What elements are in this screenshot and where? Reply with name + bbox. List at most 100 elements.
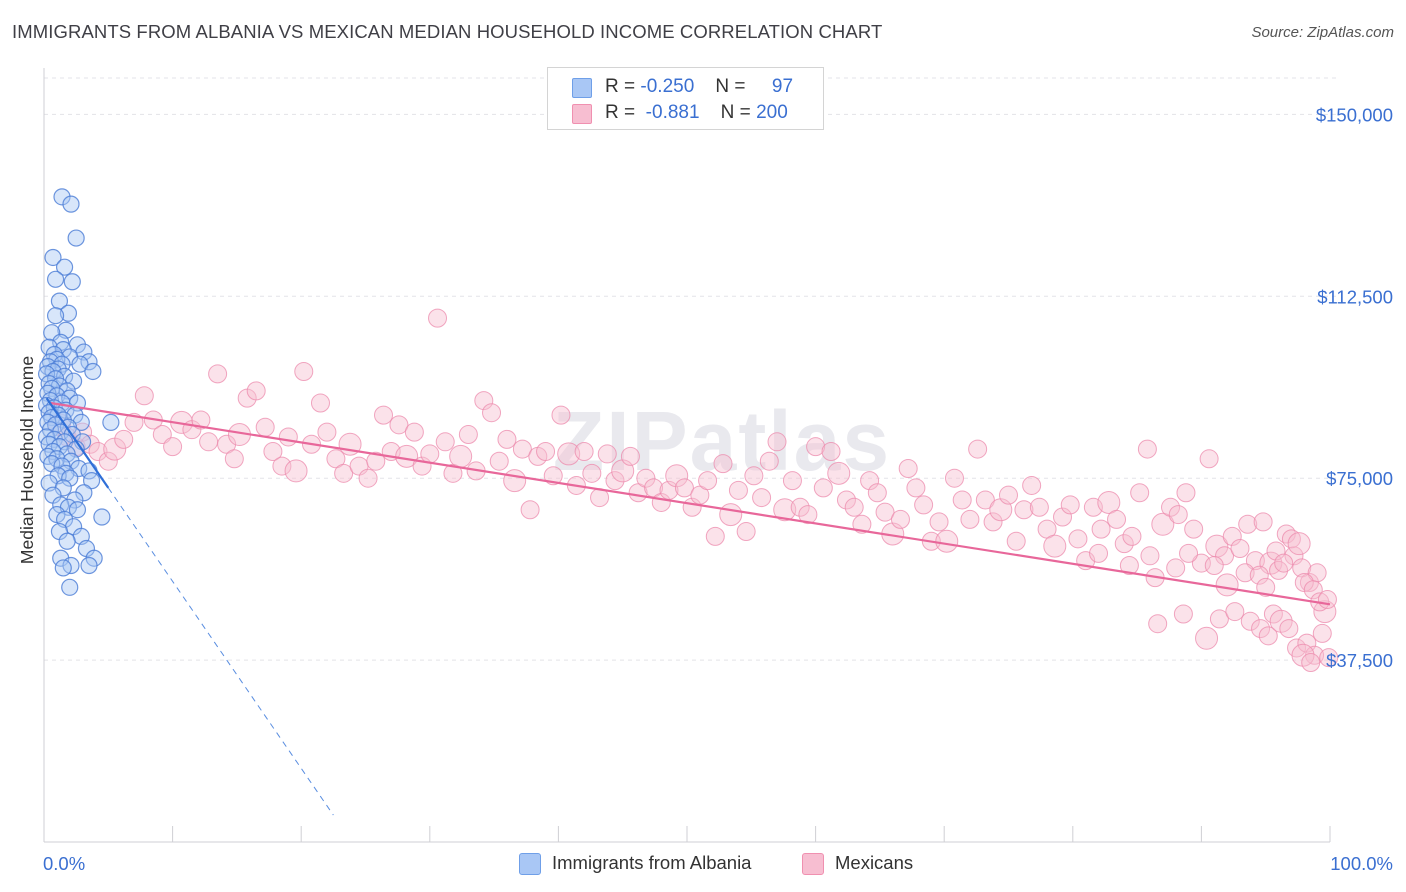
mexicans-point [1238,514,1258,534]
axes [43,68,1331,843]
mexicans-point [1258,626,1278,646]
mexicans-point [1235,563,1255,583]
mexicans-point [1029,497,1049,517]
mexicans-point [497,429,517,449]
albania-legend-swatch [519,853,541,875]
albania-r-value: -0.250 [640,76,695,97]
mexicans-point [551,405,571,425]
albania-point [72,413,90,432]
mexicans-point [366,451,386,471]
albania-legend-label: Immigrants from Albania [552,852,752,873]
mexicans-point [489,451,509,471]
albania-point [82,472,101,490]
mexicans-point [263,442,283,462]
tick-labels: $37,500 $75,000 $112,500 $150,000 0.0% 100.0%… [17,104,1393,874]
mexicans-point [1303,580,1323,600]
mexicans-point [952,490,972,510]
mexicans-swatch [572,104,592,124]
mexicans-point [898,458,918,478]
mexicans-point [736,522,756,542]
mexicans-point [713,454,733,474]
mexicans-point [326,449,346,469]
mexicans-point [224,449,244,469]
y-tick-label: $112,500 [1317,286,1393,307]
mexicans-point [317,422,337,442]
mexicans-n-value: 200 [756,102,788,123]
mexicans-point [435,432,455,452]
mexicans-trend-line [50,401,1331,606]
mexicans-point [574,442,594,462]
mexicans-point [1122,526,1142,546]
mexicans-point [1161,497,1181,517]
mexicans-point [605,471,625,491]
mexicans-point [1281,529,1301,549]
mexicans-point [773,498,797,522]
r-label: R = [605,76,636,97]
mexicans-point [374,405,394,425]
mexicans-point [482,403,502,423]
albania-point [102,413,120,432]
mexicans-point [1319,648,1339,668]
chart-title: IMMIGRANTS FROM ALBANIA VS MEXICAN MEDIA… [12,21,883,42]
mexicans-point [914,495,934,515]
mexicans-point [543,466,563,486]
albania-n-value: 97 [771,76,794,97]
mexicans-point [767,432,787,452]
mexicans-point [294,361,314,381]
albania-trend-extension [107,487,334,816]
mexicans-point [1053,507,1073,527]
mexicans-point [1184,519,1204,539]
mexicans-point [975,490,995,510]
albania-point [53,188,71,206]
albania-point [63,273,81,291]
albania-point [44,248,62,267]
mexicans-point [744,466,764,486]
mexicans-point [152,425,172,445]
mexicans-point [272,456,292,476]
albania-point [61,469,79,487]
mexicans-point [968,439,988,459]
mexicans-point [1107,509,1127,529]
mexicans-point [999,485,1018,505]
mexicans-point [458,425,478,445]
n-label: N = [715,76,746,97]
mexicans-point [217,434,237,454]
mexicans-point [512,439,532,459]
y-tick-label: $75,000 [1326,468,1393,489]
mexicans-point [1089,543,1109,563]
mexicans-point [428,308,448,328]
mexicans-point [852,514,872,534]
albania-point [39,358,57,376]
mexicans-point [474,391,494,411]
mexicans-point [844,497,864,517]
mexicans-point [1313,600,1337,624]
mexicans-point [1301,653,1321,673]
albania-points [37,188,120,596]
mexicans-point [503,469,527,493]
mexicans-point [1274,553,1294,573]
mexicans-point [698,471,718,491]
albania-point [46,270,65,288]
albania-point [58,532,76,550]
n-label: N = [720,102,751,123]
mexicans-point [759,451,779,471]
mexicans-point [1199,449,1219,469]
mexicans-point [620,446,640,466]
mexicans-point [1173,604,1193,624]
mexicans-point [1119,556,1139,576]
mexicans-point [782,471,802,491]
mexicans-point [1097,490,1121,514]
mexicans-point [860,471,880,491]
mexicans-point [1068,529,1088,549]
mexicans-point [1253,512,1273,532]
albania-point [75,484,93,502]
mexicans-point [875,502,895,522]
mexicans-point [1215,573,1239,597]
correlation-legend: R = -0.250 N = 97 R = -0.881 N = 200 [547,67,824,130]
mexicans-point [1284,546,1304,566]
albania-point [46,307,65,325]
mexicans-point [1166,558,1186,578]
mexicans-point [1148,614,1168,634]
y-axis-label: Median Household Income [17,356,37,564]
mexicans-point [983,512,1003,532]
